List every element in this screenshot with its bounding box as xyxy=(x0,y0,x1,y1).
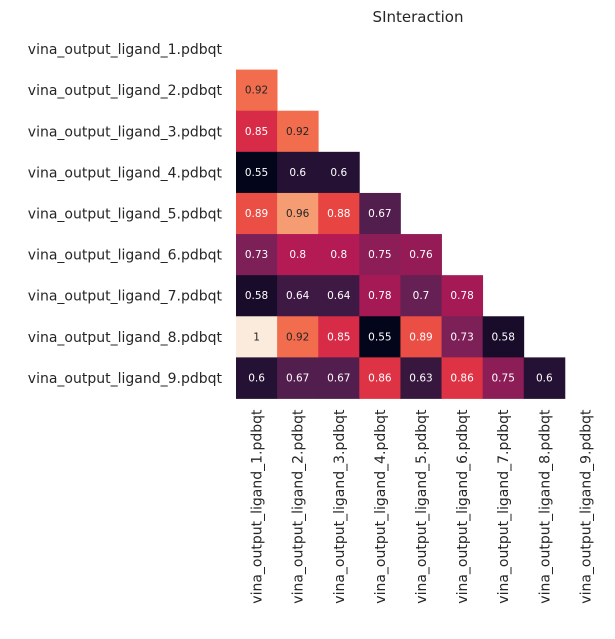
cell-value-label: 0.92 xyxy=(245,85,268,97)
heatmap-cell xyxy=(400,234,442,276)
row-tick-label: vina_output_ligand_8.pdbqt xyxy=(28,330,223,346)
heatmap-cell xyxy=(441,357,484,399)
column-tick-label: vina_output_ligand_8.pdbqt xyxy=(537,409,553,604)
cell-value-label: 0.76 xyxy=(409,249,433,261)
row-tick-label: vina_output_ligand_9.pdbqt xyxy=(28,371,223,387)
heatmap-cell xyxy=(359,357,401,399)
cell-value-label: 0.89 xyxy=(245,208,268,220)
cell-value-label: 0.86 xyxy=(368,372,392,384)
column-tick-label: vina_output_ligand_5.pdbqt xyxy=(414,409,430,604)
cell-value-label: 0.58 xyxy=(492,331,515,343)
cell-value-label: 0.96 xyxy=(286,208,310,220)
heatmap-cell xyxy=(277,316,319,358)
column-tick-label: vina_output_ligand_2.pdbqt xyxy=(291,409,307,604)
cell-value-label: 0.67 xyxy=(327,372,350,384)
heatmap-cell xyxy=(318,234,360,276)
cell-value-label: 0.92 xyxy=(286,331,309,343)
cell-value-label: 0.6 xyxy=(330,167,347,179)
heatmap-cell xyxy=(400,316,442,358)
cell-value-label: 1 xyxy=(253,331,260,343)
cell-value-label: 0.55 xyxy=(245,167,268,179)
heatmap-cell xyxy=(318,275,360,317)
heatmap-cell xyxy=(277,234,319,276)
cell-value-label: 0.7 xyxy=(413,290,430,302)
cell-value-label: 0.6 xyxy=(536,372,553,384)
cell-value-label: 0.8 xyxy=(330,249,347,261)
row-tick-label: vina_output_ligand_4.pdbqt xyxy=(28,165,223,181)
row-tick-label: vina_output_ligand_5.pdbqt xyxy=(28,207,223,223)
heatmap-cell xyxy=(318,357,360,399)
column-tick-label: vina_output_ligand_1.pdbqt xyxy=(250,409,266,604)
cell-value-label: 0.73 xyxy=(450,331,473,343)
column-tick-label: vina_output_ligand_7.pdbqt xyxy=(496,409,512,604)
heatmap-cell xyxy=(318,151,360,194)
row-tick-label: vina_output_ligand_6.pdbqt xyxy=(28,248,223,264)
cell-value-label: 0.85 xyxy=(327,331,350,343)
column-tick-label: vina_output_ligand_6.pdbqt xyxy=(455,409,471,604)
heatmap-cell xyxy=(523,357,566,399)
heatmap-cells: 0.92 0.85 0.92 0.55 0.6 0.6 0.89 0.96 0.88 0.67 0.… xyxy=(236,69,566,399)
column-tick-label: vina_output_ligand_9.pdbqt xyxy=(578,409,594,604)
heatmap-cell xyxy=(236,151,278,194)
heatmap-cell xyxy=(236,316,278,358)
cell-value-label: 0.88 xyxy=(327,208,350,220)
cell-value-label: 0.8 xyxy=(289,249,306,261)
row-tick-label: vina_output_ligand_1.pdbqt xyxy=(28,42,223,58)
cell-value-label: 0.89 xyxy=(409,331,432,343)
row-tick-label: vina_output_ligand_7.pdbqt xyxy=(28,289,223,305)
heatmap-cell xyxy=(236,234,278,276)
heatmap-cell xyxy=(400,275,442,317)
cell-value-label: 0.75 xyxy=(492,372,515,384)
heatmap-cell xyxy=(277,275,319,317)
heatmap-cell xyxy=(359,275,401,317)
cell-value-label: 0.73 xyxy=(245,249,268,261)
cell-value-label: 0.67 xyxy=(368,208,391,220)
column-tick-labels: vina_output_ligand_1.pdbqt vina_output_li… xyxy=(250,409,595,604)
chart-title: SInteraction xyxy=(373,8,464,26)
cell-value-label: 0.86 xyxy=(450,372,474,384)
heatmap-cell xyxy=(236,110,278,153)
heatmap-cell xyxy=(236,192,278,235)
cell-value-label: 0.75 xyxy=(368,249,391,261)
heatmap-cell xyxy=(318,316,360,358)
heatmap-cell xyxy=(236,275,278,317)
row-tick-label: vina_output_ligand_2.pdbqt xyxy=(28,83,223,99)
heatmap-cell xyxy=(236,69,278,112)
heatmap-cell xyxy=(277,151,319,194)
row-tick-label: vina_output_ligand_3.pdbqt xyxy=(28,124,223,140)
heatmap-cell xyxy=(277,110,319,153)
cell-value-label: 0.6 xyxy=(289,167,306,179)
column-tick-label: vina_output_ligand_4.pdbqt xyxy=(373,409,389,604)
column-tick-label: vina_output_ligand_3.pdbqt xyxy=(332,409,348,604)
heatmap-cell xyxy=(400,357,442,399)
heatmap-cell xyxy=(318,192,360,235)
heatmap-cell xyxy=(441,275,484,317)
cell-value-label: 0.78 xyxy=(450,290,473,302)
cell-value-label: 0.78 xyxy=(368,290,391,302)
heatmap-cell xyxy=(482,316,525,358)
heatmap-cell xyxy=(359,234,401,276)
heatmap-cell xyxy=(277,192,319,235)
cell-value-label: 0.67 xyxy=(286,372,309,384)
heatmap-cell xyxy=(359,316,401,358)
cell-value-label: 0.92 xyxy=(286,126,309,138)
heatmap-cell xyxy=(277,357,319,399)
cell-value-label: 0.55 xyxy=(368,331,391,343)
cell-value-label: 0.58 xyxy=(245,290,268,302)
heatmap-cell xyxy=(441,316,484,358)
heatmap-cell xyxy=(359,192,401,235)
cell-value-label: 0.64 xyxy=(327,290,351,302)
row-tick-labels: vina_output_ligand_1.pdbqt vina_output_li… xyxy=(28,42,223,387)
heatmap-cell xyxy=(482,357,525,399)
cell-value-label: 0.64 xyxy=(286,290,310,302)
cell-value-label: 0.6 xyxy=(248,372,265,384)
cell-value-label: 0.63 xyxy=(409,372,432,384)
cell-value-label: 0.85 xyxy=(245,126,268,138)
heatmap-cell xyxy=(236,357,278,399)
